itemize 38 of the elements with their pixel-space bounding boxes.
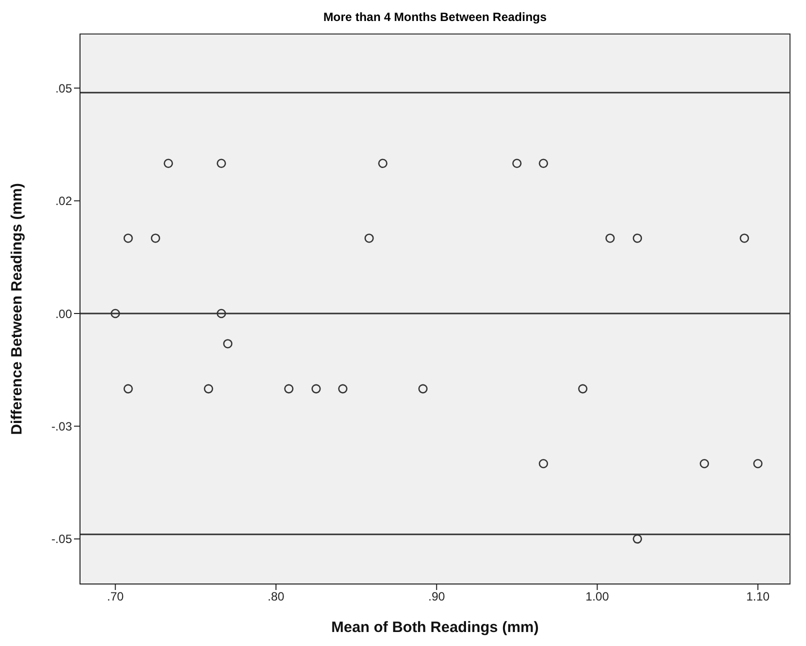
- point: [418, 384, 428, 394]
- y-tick-label: -.05: [51, 532, 72, 546]
- x-tick-label: .70: [106, 590, 124, 604]
- y-tick-label: .00: [55, 306, 72, 321]
- x-tick-label: .80: [268, 590, 285, 604]
- point: [124, 384, 133, 394]
- point: [216, 308, 226, 318]
- point: [753, 458, 763, 468]
- point: [284, 384, 294, 394]
- x-tick-label: 1.10: [746, 590, 770, 604]
- point: [578, 384, 588, 394]
- point: [150, 234, 160, 243]
- point: [364, 234, 374, 243]
- y-axis-title: Difference Between Readings (mm): [8, 183, 26, 435]
- point: [538, 158, 548, 168]
- chart-title: More than 4 Months Between Readings: [322, 10, 548, 24]
- point: [204, 384, 214, 394]
- point: [632, 534, 642, 544]
- point: [538, 458, 548, 468]
- point: [605, 234, 615, 243]
- point: [223, 339, 232, 348]
- y-tick-label: .05: [55, 81, 72, 96]
- x-tick-label: 1.00: [586, 590, 610, 604]
- point: [216, 158, 226, 168]
- point: [700, 458, 710, 468]
- y-tick-label: .02: [55, 194, 72, 208]
- y-tick-label: -.03: [51, 419, 72, 434]
- x-tick-label: .90: [428, 590, 446, 604]
- x-axis-title: Mean of Both Readings (mm): [331, 619, 539, 636]
- point: [124, 234, 133, 243]
- point: [338, 384, 348, 394]
- point: [632, 234, 642, 243]
- point: [164, 158, 173, 168]
- point: [740, 234, 750, 243]
- point: [311, 384, 321, 394]
- point: [378, 158, 388, 168]
- point: [110, 308, 120, 318]
- point: [512, 158, 522, 168]
